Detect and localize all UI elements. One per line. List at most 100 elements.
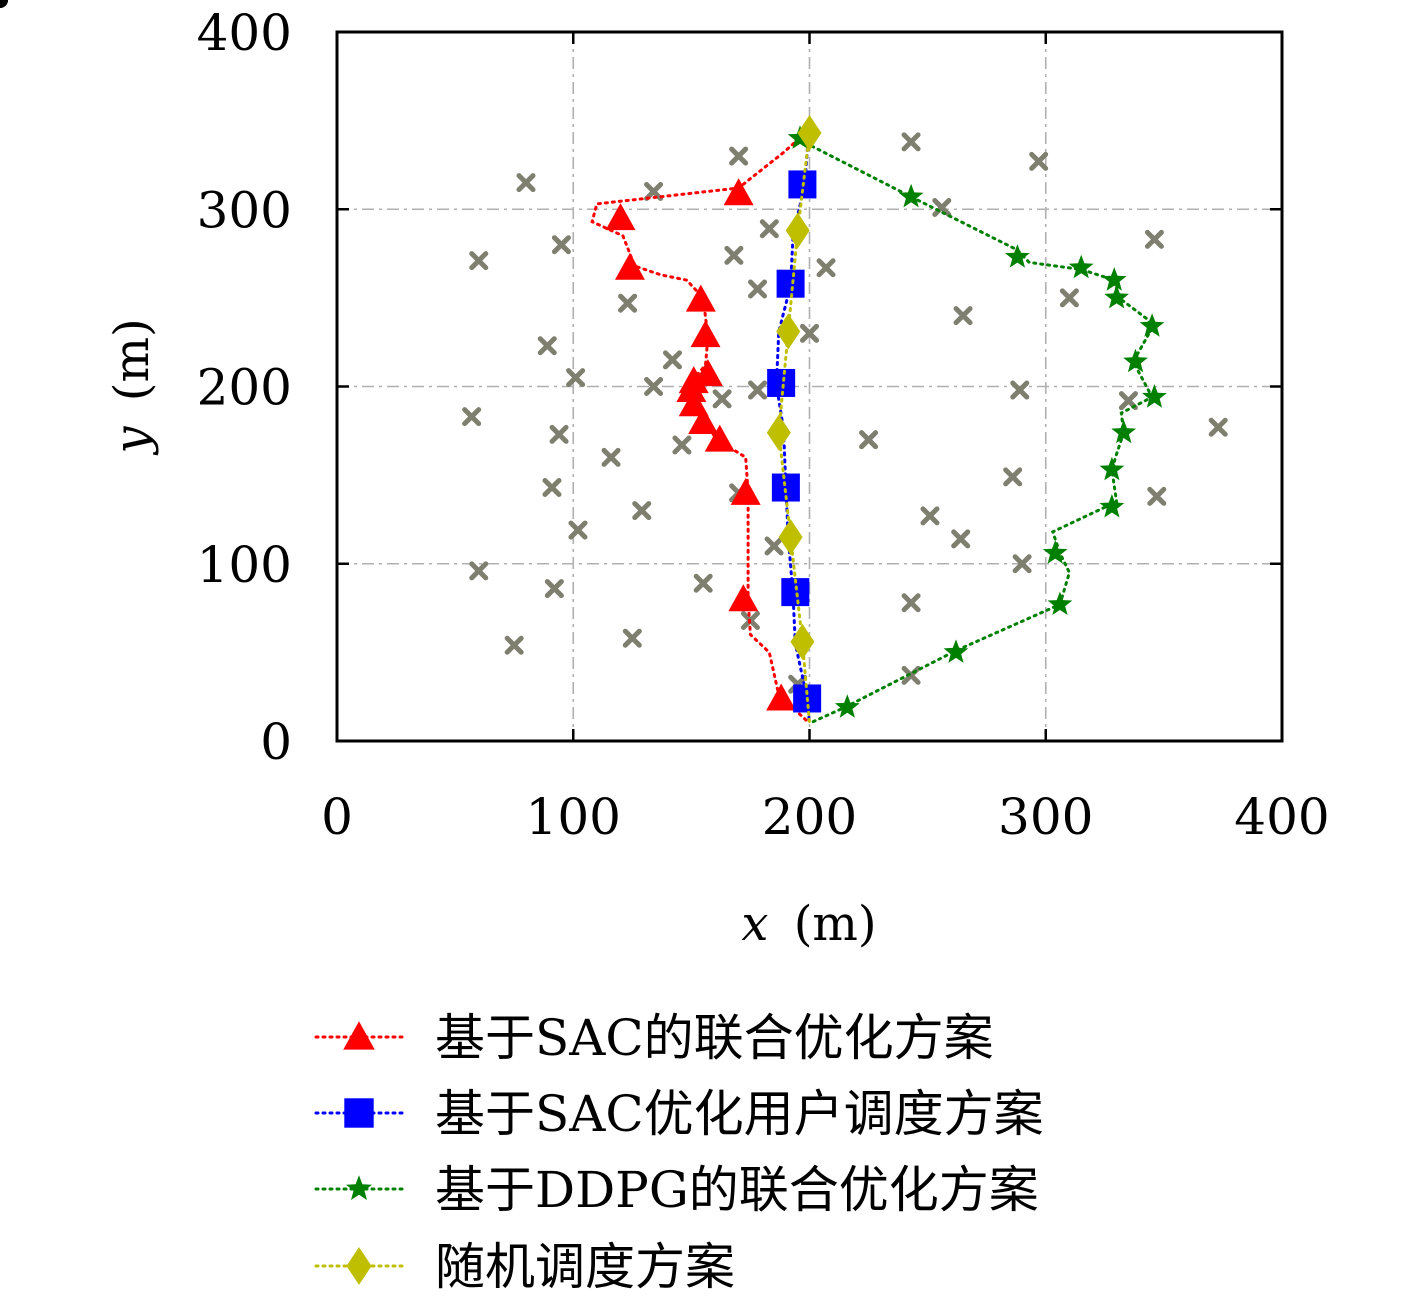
series-point-sac_joint: [676, 375, 707, 403]
series-point-ddpg_joint: [834, 694, 860, 718]
legend-label: 基于DDPG的联合优化方案: [435, 1161, 1039, 1219]
user-point-stroke: [953, 306, 973, 326]
user-point: [1012, 554, 1032, 574]
y-tick-label: 400: [197, 4, 292, 62]
y-tick-label: 0: [260, 713, 292, 771]
user-point: [748, 380, 768, 400]
user-point-stroke: [618, 293, 638, 313]
user-point-stroke: [542, 478, 562, 498]
legend-label: 基于SAC优化用户调度方案: [435, 1085, 1044, 1143]
user-point-stroke: [632, 501, 652, 521]
series-point-ddpg_joint: [1005, 244, 1030, 268]
legend-item-random: 随机调度方案: [314, 1238, 735, 1296]
series-point-sac_joint: [685, 284, 716, 312]
legend: 基于SAC的联合优化方案基于SAC优化用户调度方案基于DDPG的联合优化方案随机…: [314, 1009, 1044, 1296]
series-point-sac_joint: [678, 389, 709, 417]
user-point-stroke: [549, 424, 569, 444]
y-tick-label: 200: [197, 359, 292, 417]
series-point-ddpg_joint: [1139, 313, 1165, 337]
legend-marker: [346, 1175, 372, 1200]
series-point-ddpg_joint: [1099, 494, 1125, 518]
series-point-sac_joint: [766, 683, 797, 711]
user-point: [1059, 288, 1079, 308]
user-point-stroke: [566, 368, 586, 388]
user-point-stroke: [800, 323, 819, 343]
user-point: [516, 173, 536, 193]
series-point-random: [790, 623, 815, 660]
legend-label: 随机调度方案: [435, 1238, 735, 1296]
legend-marker: [346, 1247, 372, 1285]
user-point-stroke: [1118, 391, 1138, 411]
x-tick-label: 300: [998, 788, 1093, 846]
user-point: [1208, 417, 1228, 437]
user-point-stroke: [516, 173, 536, 193]
user-point: [920, 506, 940, 526]
user-point-stroke: [759, 219, 779, 239]
user-point: [1029, 151, 1049, 171]
series-point-random: [785, 212, 810, 249]
user-point: [469, 561, 489, 581]
x-axis-unit: (m): [794, 896, 877, 952]
user-point: [729, 146, 749, 166]
user-point-stroke: [901, 593, 921, 613]
series-point-ddpg_joint: [898, 183, 924, 208]
series-point-sac_joint: [605, 203, 636, 231]
x-tick-label: 0: [321, 788, 353, 846]
y-tick-label: 300: [197, 181, 292, 239]
user-point-stroke: [1059, 288, 1079, 308]
user-point-stroke: [788, 674, 808, 694]
series-point-ddpg_joint: [1042, 540, 1068, 564]
series-point-sac_joint: [723, 178, 754, 206]
legend-item-ddpg_joint: 基于DDPG的联合优化方案: [314, 1161, 1039, 1219]
user-point-stroke: [693, 573, 713, 593]
user-point: [618, 293, 638, 313]
user-point-stroke: [462, 407, 482, 427]
user-markers: [462, 132, 1228, 694]
legend-item-sac_joint: 基于SAC的联合优化方案: [314, 1009, 994, 1067]
series-point-ddpg_joint: [1123, 348, 1148, 373]
x-axis-var: x: [741, 896, 768, 952]
x-tick-label: 200: [762, 788, 857, 846]
user-point: [953, 306, 973, 326]
user-point: [712, 389, 732, 409]
user-point-stroke: [748, 380, 768, 400]
user-point-stroke: [644, 182, 664, 202]
legend-item-sac_user: 基于SAC优化用户调度方案: [314, 1085, 1044, 1143]
user-point-stroke: [712, 389, 732, 409]
user-point: [859, 430, 879, 450]
user-point: [622, 628, 642, 648]
user-point: [551, 235, 571, 255]
user-point-stroke: [544, 579, 564, 599]
user-point-stroke: [1012, 554, 1032, 574]
user-point: [724, 245, 744, 265]
series-point-sac_joint: [688, 406, 719, 434]
series-point-random: [778, 519, 803, 556]
endpoint-point: [0, 0, 8, 8]
series-point-sac_joint: [704, 424, 735, 452]
x-axis-label: x (m): [741, 896, 876, 952]
user-point-stroke: [622, 628, 642, 648]
user-point-stroke: [568, 520, 588, 540]
series-point-sac_joint: [614, 252, 645, 280]
user-point-stroke: [1003, 467, 1023, 487]
series-line-random: [777, 119, 811, 725]
user-point: [951, 529, 971, 549]
user-point-stroke: [748, 279, 768, 299]
series-ddpg_joint: [787, 119, 1167, 725]
user-point: [1010, 380, 1030, 400]
y-axis-unit: (m): [104, 318, 160, 401]
series-point-sac_joint: [730, 477, 761, 505]
user-point: [601, 447, 621, 467]
series-point-sac_user: [776, 269, 805, 298]
series-point-random: [766, 414, 791, 451]
user-point-stroke: [920, 506, 940, 526]
series-point-ddpg_joint: [787, 125, 813, 149]
user-point: [568, 520, 588, 540]
user-point-stroke: [1029, 151, 1049, 171]
series-point-ddpg_joint: [1101, 267, 1127, 291]
user-point: [644, 377, 664, 396]
series-random: [766, 115, 822, 725]
legend-marker: [344, 1098, 374, 1128]
user-point-stroke: [469, 251, 489, 271]
user-point-stroke: [551, 235, 571, 255]
